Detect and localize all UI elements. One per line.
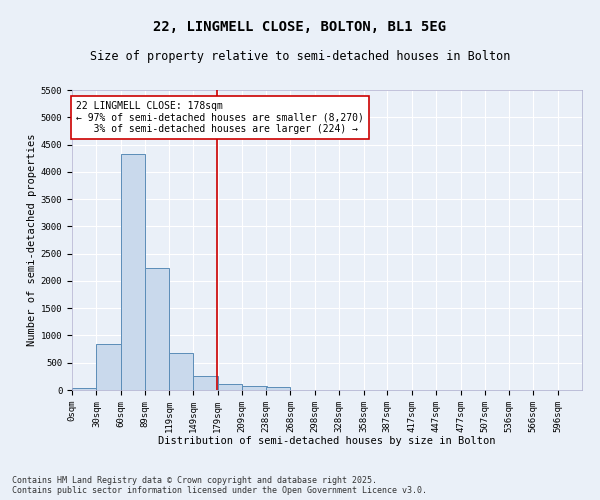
Bar [193,376,218,390]
Bar [266,388,290,390]
Bar [169,353,193,390]
X-axis label: Distribution of semi-detached houses by size in Bolton: Distribution of semi-detached houses by … [158,436,496,446]
Bar [72,388,97,390]
Text: Contains HM Land Registry data © Crown copyright and database right 2025.
Contai: Contains HM Land Registry data © Crown c… [12,476,427,495]
Bar [145,268,169,390]
Bar [218,384,242,390]
Bar [242,386,267,390]
Text: 22 LINGMELL CLOSE: 178sqm
← 97% of semi-detached houses are smaller (8,270)
   3: 22 LINGMELL CLOSE: 178sqm ← 97% of semi-… [76,101,364,134]
Text: 22, LINGMELL CLOSE, BOLTON, BL1 5EG: 22, LINGMELL CLOSE, BOLTON, BL1 5EG [154,20,446,34]
Bar [97,344,121,390]
Bar [121,154,145,390]
Text: Size of property relative to semi-detached houses in Bolton: Size of property relative to semi-detach… [90,50,510,63]
Y-axis label: Number of semi-detached properties: Number of semi-detached properties [26,134,37,346]
